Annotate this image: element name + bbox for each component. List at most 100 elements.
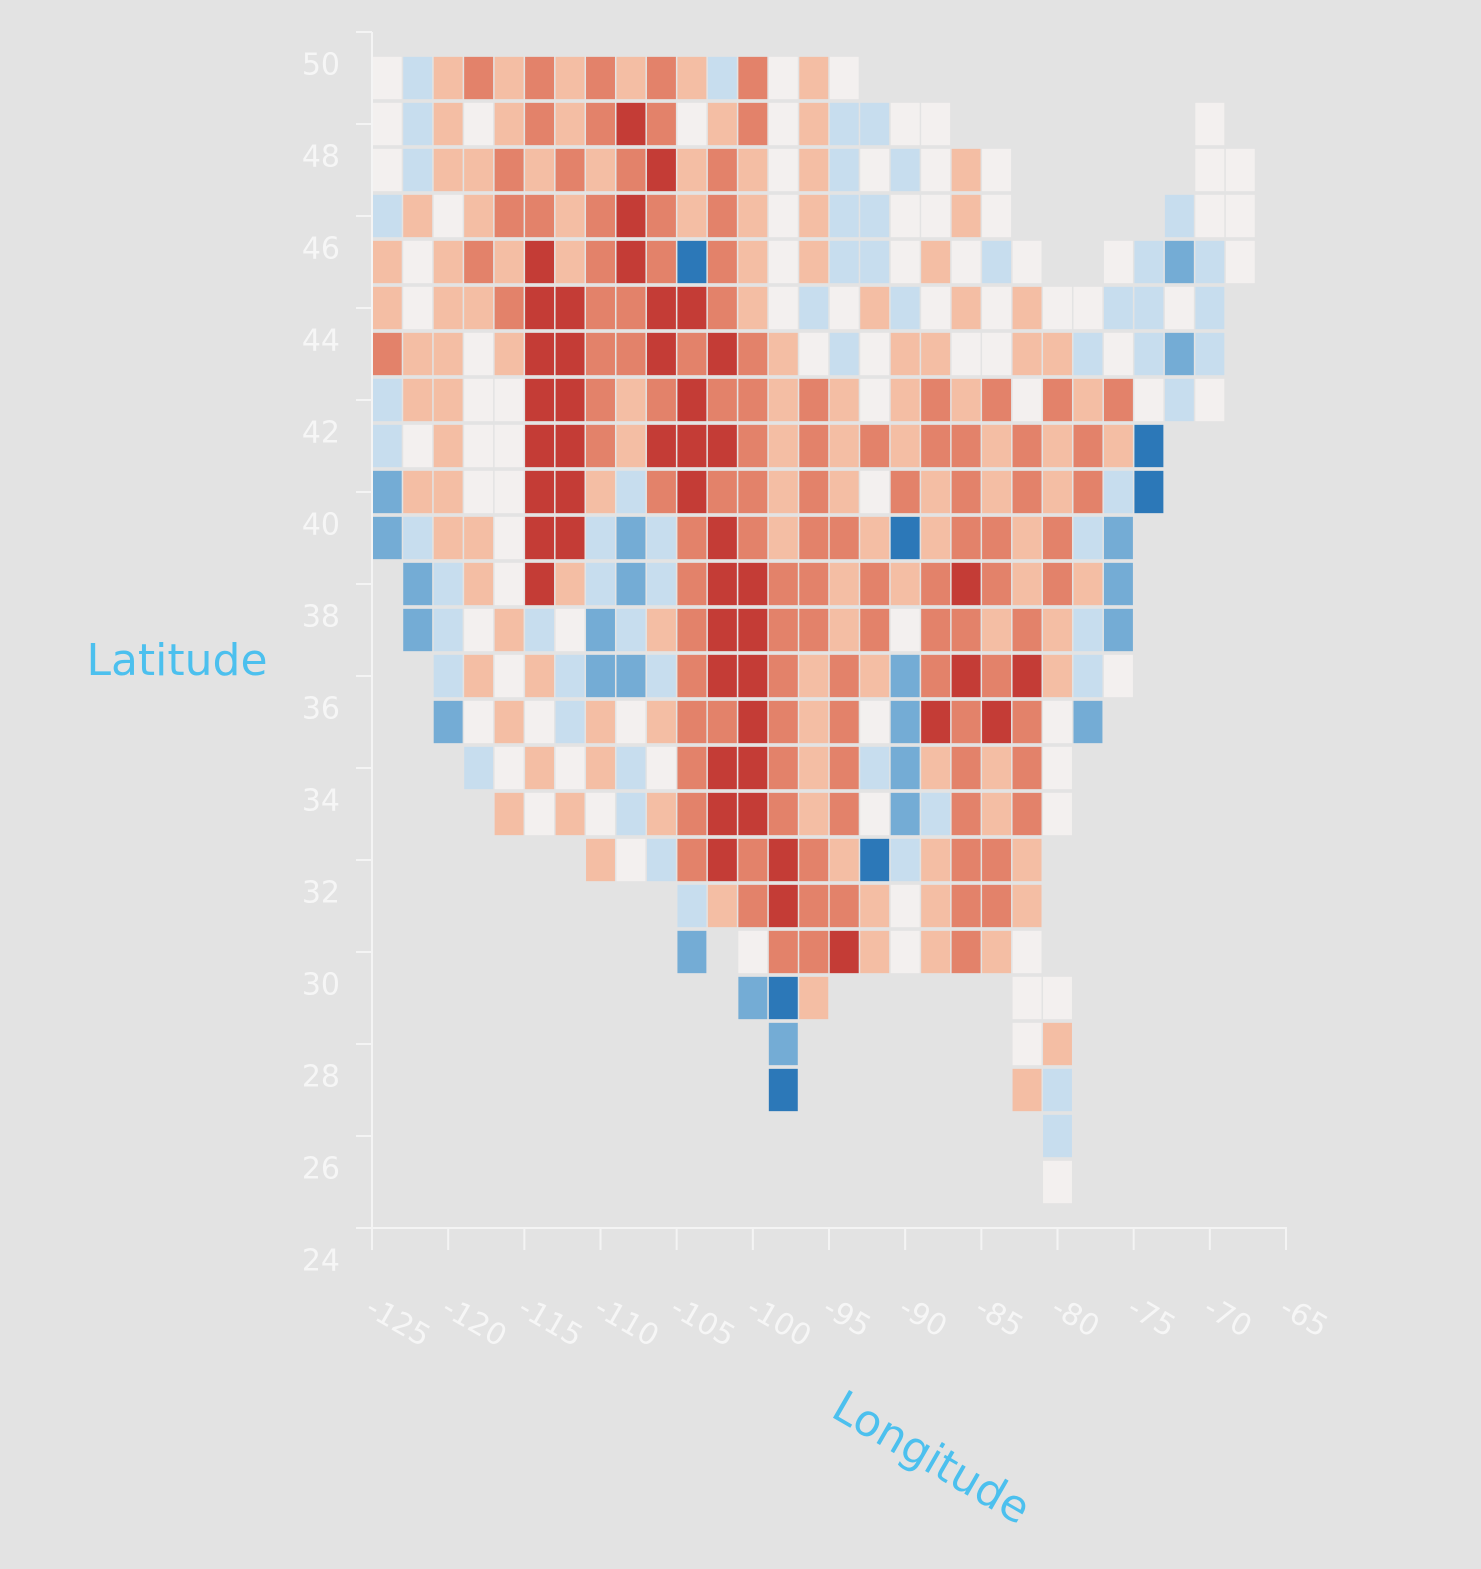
point xyxy=(1103,516,1133,560)
point xyxy=(586,746,615,790)
point xyxy=(860,148,890,192)
point xyxy=(1043,976,1072,1020)
point xyxy=(403,148,433,192)
point xyxy=(829,332,859,376)
point xyxy=(799,930,829,974)
point xyxy=(829,884,859,928)
y-tick-label: 48 xyxy=(302,140,340,175)
point xyxy=(890,240,920,284)
point xyxy=(616,654,646,698)
y-tick-label: 38 xyxy=(302,600,340,635)
point xyxy=(586,286,615,330)
point xyxy=(433,700,463,744)
point xyxy=(555,746,585,790)
y-tick-label: 30 xyxy=(302,968,340,1003)
point xyxy=(525,332,555,376)
point xyxy=(433,240,463,284)
point xyxy=(799,608,829,652)
y-axis-title: Latitude xyxy=(86,635,267,686)
point xyxy=(677,746,707,790)
point xyxy=(738,608,768,652)
point xyxy=(982,746,1012,790)
point xyxy=(1103,378,1133,422)
point xyxy=(921,378,951,422)
point xyxy=(464,332,494,376)
point xyxy=(464,240,494,284)
point xyxy=(707,240,737,284)
point xyxy=(1134,240,1164,284)
point xyxy=(433,332,463,376)
point xyxy=(890,792,920,836)
point xyxy=(677,332,707,376)
point xyxy=(677,424,707,468)
point xyxy=(707,332,737,376)
point xyxy=(890,516,920,560)
point xyxy=(1012,1068,1042,1112)
point xyxy=(1012,746,1042,790)
point xyxy=(586,378,615,422)
point xyxy=(951,378,981,422)
point xyxy=(860,608,890,652)
point xyxy=(494,378,524,422)
point xyxy=(738,516,768,560)
point xyxy=(403,516,433,560)
point xyxy=(677,56,707,100)
point xyxy=(921,884,951,928)
point xyxy=(1012,516,1042,560)
point xyxy=(829,56,859,100)
point xyxy=(982,700,1012,744)
point xyxy=(1012,240,1042,284)
point xyxy=(982,424,1012,468)
point xyxy=(951,884,981,928)
point xyxy=(677,378,707,422)
point xyxy=(707,792,737,836)
point xyxy=(1043,1160,1072,1204)
point xyxy=(951,286,981,330)
point xyxy=(433,56,463,100)
point xyxy=(464,56,494,100)
point xyxy=(372,148,402,192)
point xyxy=(768,378,798,422)
point xyxy=(829,608,859,652)
point xyxy=(372,56,402,100)
point xyxy=(555,286,585,330)
point xyxy=(707,516,737,560)
point xyxy=(799,240,829,284)
point xyxy=(586,470,615,514)
point xyxy=(860,516,890,560)
point xyxy=(982,654,1012,698)
point xyxy=(1134,470,1164,514)
point xyxy=(951,148,981,192)
point xyxy=(1103,424,1133,468)
point xyxy=(1012,976,1042,1020)
point xyxy=(1012,838,1042,882)
point xyxy=(403,378,433,422)
point xyxy=(616,424,646,468)
y-tick-label: 50 xyxy=(302,48,340,83)
point xyxy=(525,516,555,560)
point xyxy=(982,378,1012,422)
point xyxy=(1195,378,1225,422)
point xyxy=(707,700,737,744)
point xyxy=(677,102,707,146)
point xyxy=(768,470,798,514)
point xyxy=(738,286,768,330)
y-tick-label: 32 xyxy=(302,876,340,911)
point xyxy=(494,792,524,836)
point xyxy=(707,102,737,146)
point xyxy=(646,424,676,468)
point xyxy=(860,240,890,284)
point xyxy=(890,424,920,468)
point xyxy=(829,746,859,790)
point xyxy=(707,608,737,652)
point xyxy=(616,56,646,100)
point xyxy=(646,378,676,422)
point xyxy=(677,562,707,606)
point xyxy=(799,838,829,882)
point xyxy=(982,332,1012,376)
point xyxy=(1134,332,1164,376)
point xyxy=(1195,332,1225,376)
point xyxy=(1012,378,1042,422)
point xyxy=(494,194,524,238)
point xyxy=(890,930,920,974)
